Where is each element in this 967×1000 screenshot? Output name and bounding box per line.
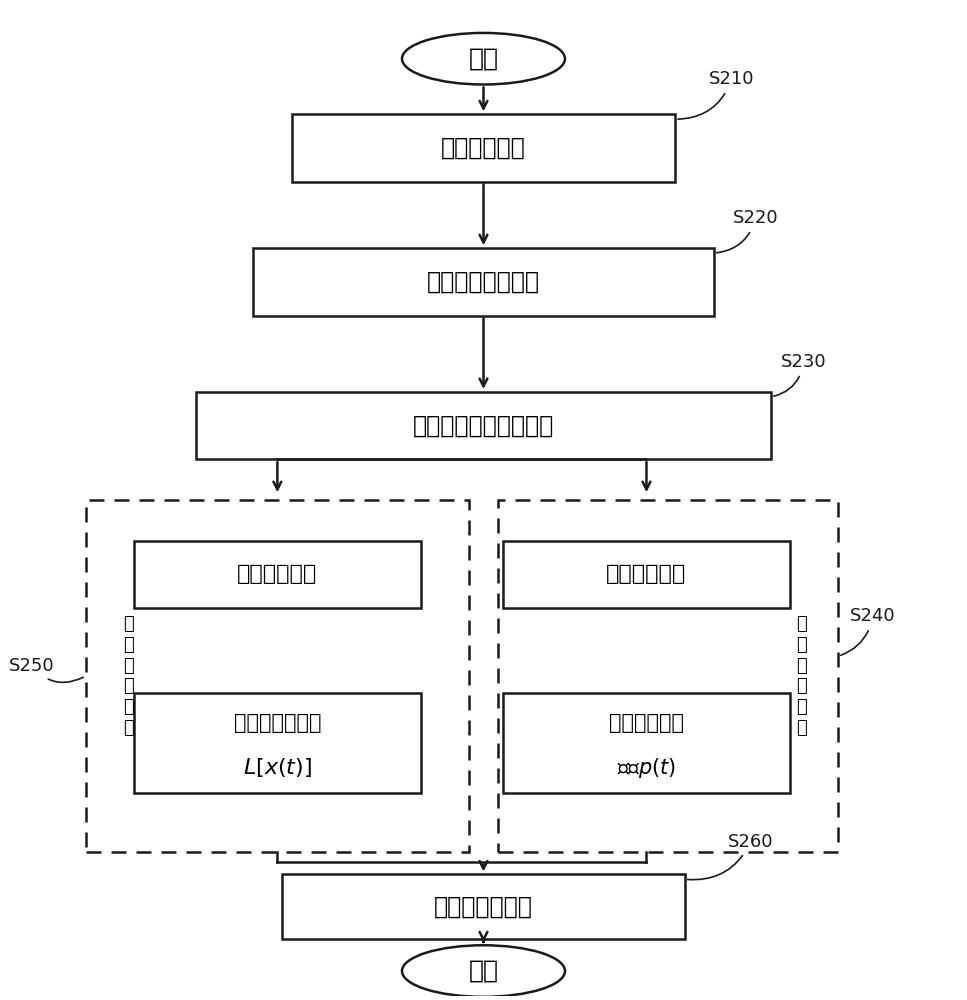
- Text: 构建损失函数: 构建损失函数: [237, 564, 317, 584]
- Ellipse shape: [402, 945, 565, 997]
- Text: 计算实际损失值: 计算实际损失值: [234, 713, 321, 733]
- Text: S240: S240: [841, 607, 895, 655]
- Text: 实时监测事故关键参数: 实时监测事故关键参数: [413, 414, 554, 438]
- Text: 后
果
动
态
分
析: 后 果 动 态 分 析: [124, 615, 134, 737]
- Text: S210: S210: [678, 70, 754, 119]
- FancyBboxPatch shape: [503, 541, 790, 608]
- Text: 分析事故场景: 分析事故场景: [441, 136, 526, 160]
- FancyBboxPatch shape: [292, 114, 675, 182]
- FancyBboxPatch shape: [133, 693, 422, 793]
- FancyBboxPatch shape: [196, 392, 771, 459]
- Text: S250: S250: [9, 657, 83, 682]
- FancyBboxPatch shape: [282, 874, 685, 939]
- Text: $L[x(t)]$: $L[x(t)]$: [243, 756, 312, 779]
- Text: 事故发生总风险: 事故发生总风险: [434, 895, 533, 919]
- Text: S230: S230: [774, 353, 827, 396]
- Text: 开始: 开始: [468, 47, 499, 71]
- Text: 辨识事故关键参数: 辨识事故关键参数: [427, 270, 540, 294]
- Ellipse shape: [402, 33, 565, 84]
- Text: 概率$p(t)$: 概率$p(t)$: [617, 756, 676, 780]
- Text: 概
率
动
态
分
析: 概 率 动 态 分 析: [797, 615, 807, 737]
- Text: S220: S220: [717, 209, 778, 253]
- Text: 结束: 结束: [468, 959, 499, 983]
- FancyBboxPatch shape: [503, 693, 790, 793]
- FancyBboxPatch shape: [133, 541, 422, 608]
- Text: S260: S260: [688, 833, 774, 880]
- Text: 计算剩余时间: 计算剩余时间: [606, 564, 687, 584]
- FancyBboxPatch shape: [253, 248, 714, 316]
- Text: 计算事故发生: 计算事故发生: [609, 713, 684, 733]
